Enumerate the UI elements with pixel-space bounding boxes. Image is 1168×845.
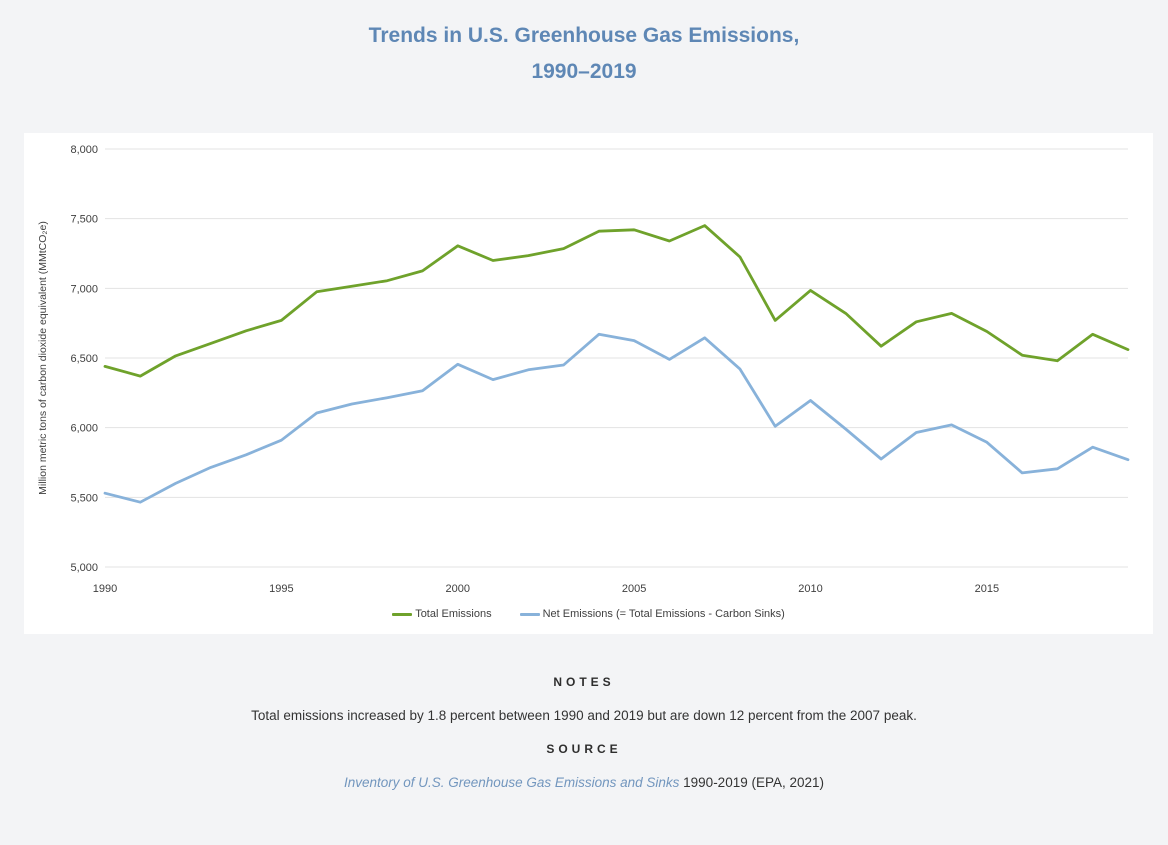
- y-axis-tick-labels: 5,000 5,500 6,000 6,500 7,000 7,500 8,000: [70, 144, 98, 574]
- net-emissions-line: [103, 332, 1130, 504]
- y-tick-label: 6,000: [70, 423, 98, 435]
- source-heading: SOURCE: [546, 742, 622, 756]
- net-emissions-line-swatch-icon: [519, 612, 540, 616]
- legend-entry-net-emissions: Net Emissions (= Total Emissions - Carbo…: [519, 607, 785, 621]
- x-tick-label: 2010: [798, 583, 822, 595]
- x-tick-label: 2000: [446, 583, 470, 595]
- page-title-line1: Trends in U.S. Greenhouse Gas Emissions,: [368, 24, 800, 47]
- notes-heading: NOTES: [553, 675, 615, 689]
- legend-label-net-emissions: Net Emissions (= Total Emissions - Carbo…: [542, 608, 785, 620]
- notes-text: Total emissions increased by 1.8 percent…: [251, 708, 917, 723]
- x-axis-tick-labels: 1990 1995 2000 2005 2010 2015: [93, 583, 999, 595]
- legend-label-total-emissions: Total Emissions: [415, 608, 492, 620]
- source-link[interactable]: Inventory of U.S. Greenhouse Gas Emissio…: [343, 775, 680, 790]
- page-title-line2: 1990–2019: [531, 60, 637, 83]
- y-axis-title: Million metric tons of carbon dioxide eq…: [37, 221, 49, 495]
- x-tick-label: 1990: [93, 583, 117, 595]
- total-emissions-line: [103, 224, 1130, 378]
- y-tick-label: 8,000: [70, 144, 98, 156]
- y-tick-label: 7,500: [70, 214, 98, 226]
- source-text: Inventory of U.S. Greenhouse Gas Emissio…: [0, 775, 1168, 790]
- legend-entry-total-emissions: Total Emissions: [392, 607, 492, 621]
- y-tick-label: 6,500: [70, 353, 98, 365]
- page-title: Trends in U.S. Greenhouse Gas Emissions,…: [0, 18, 1168, 90]
- chart-card: 5,000 5,500 6,000 6,500 7,000 7,500 8,000 1990…: [24, 133, 1153, 634]
- chart-legend: Total Emissions Net Emissions (= Total E…: [24, 607, 1153, 621]
- emissions-chart-svg: 5,000 5,500 6,000 6,500 7,000 7,500 8,000 1990…: [37, 144, 1130, 595]
- chart-grid: [105, 148, 1128, 568]
- y-tick-label: 7,000: [70, 283, 98, 295]
- source-suffix: 1990-2019 (EPA, 2021): [679, 775, 825, 790]
- y-tick-label: 5,000: [70, 562, 98, 574]
- total-emissions-line-swatch-icon: [392, 612, 413, 616]
- x-tick-label: 2015: [975, 583, 999, 595]
- x-tick-label: 1995: [269, 583, 293, 595]
- y-tick-label: 5,500: [70, 492, 98, 504]
- x-tick-label: 2005: [622, 583, 646, 595]
- chart-series: [103, 224, 1130, 504]
